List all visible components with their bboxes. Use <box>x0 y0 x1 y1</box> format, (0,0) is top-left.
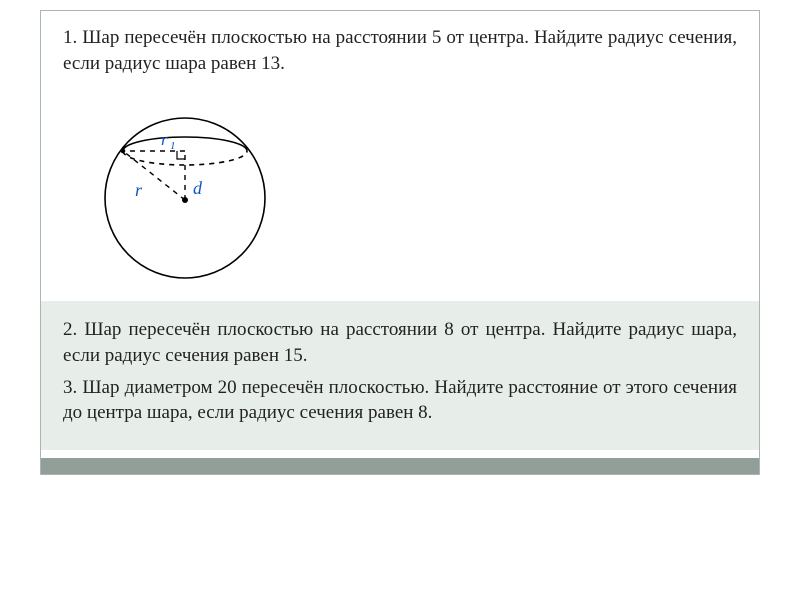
problem-3-text: 3. Шар диаметром 20 пересечён плоскостью… <box>63 375 737 426</box>
svg-text:d: d <box>193 178 203 198</box>
section-problems-2-3: 2. Шар пересечён плоскостью на расстояни… <box>41 301 759 450</box>
problem-2-text: 2. Шар пересечён плоскостью на расстояни… <box>63 317 737 368</box>
footer-bar <box>41 458 759 474</box>
problem-1-text: 1. Шар пересечён плоскостью на расстояни… <box>63 25 737 76</box>
svg-text:r: r <box>135 180 143 200</box>
svg-text:r: r <box>161 130 168 149</box>
section-problem-1: 1. Шар пересечён плоскостью на расстояни… <box>41 11 759 301</box>
sphere-diagram: r 1 r d <box>63 82 737 287</box>
svg-text:1: 1 <box>170 140 176 152</box>
page-container: 1. Шар пересечён плоскостью на расстояни… <box>40 10 760 475</box>
